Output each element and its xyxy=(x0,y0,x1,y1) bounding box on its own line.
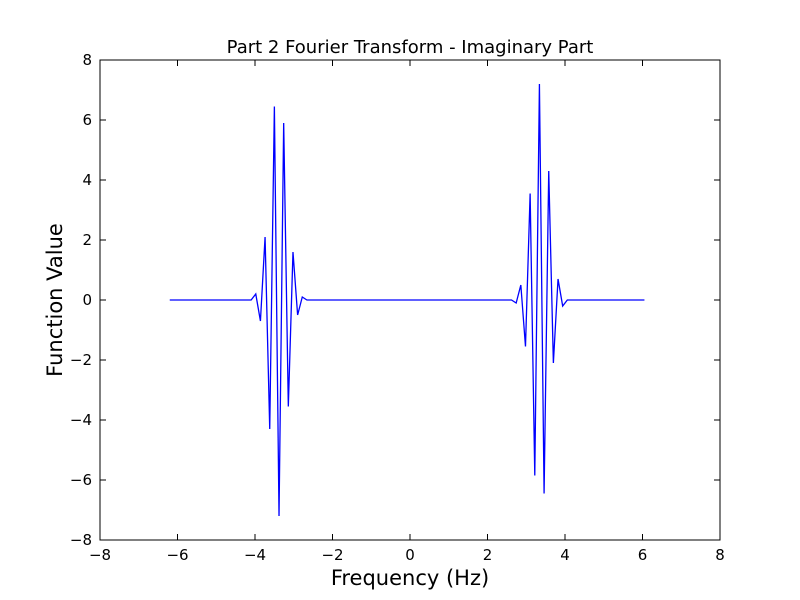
y-tick-label: 0 xyxy=(82,291,92,309)
x-tick-label: 0 xyxy=(405,546,415,564)
x-axis-label: Frequency (Hz) xyxy=(331,566,489,590)
y-tick-label: 4 xyxy=(82,171,92,189)
y-tick-label: −8 xyxy=(70,531,92,549)
x-tick-label: −8 xyxy=(89,546,111,564)
x-tick-label: 4 xyxy=(560,546,570,564)
y-tick-label: −2 xyxy=(70,351,92,369)
x-tick-label: 6 xyxy=(638,546,648,564)
data-series xyxy=(169,83,645,517)
axis-ticks: −8 −6 −4 −2 0 2 4 6 8 −8 −6 −4 −2 0 2 4 6 8 xyxy=(70,51,725,564)
plot-frame xyxy=(99,59,721,541)
y-tick-label: 2 xyxy=(82,231,92,249)
y-axis-label: Function Value xyxy=(43,223,67,377)
x-tick-label: −6 xyxy=(166,546,188,564)
y-tick-label: −6 xyxy=(70,471,92,489)
series-line xyxy=(169,83,645,517)
x-tick-label: −4 xyxy=(244,546,266,564)
x-tick-label: 8 xyxy=(715,546,725,564)
y-tick-label: 6 xyxy=(82,111,92,129)
y-tick-label: 8 xyxy=(82,51,92,69)
x-tick-label: −2 xyxy=(321,546,343,564)
y-tick-label: −4 xyxy=(70,411,92,429)
x-tick-label: 2 xyxy=(483,546,493,564)
chart-title: Part 2 Fourier Transform - Imaginary Par… xyxy=(227,37,594,58)
